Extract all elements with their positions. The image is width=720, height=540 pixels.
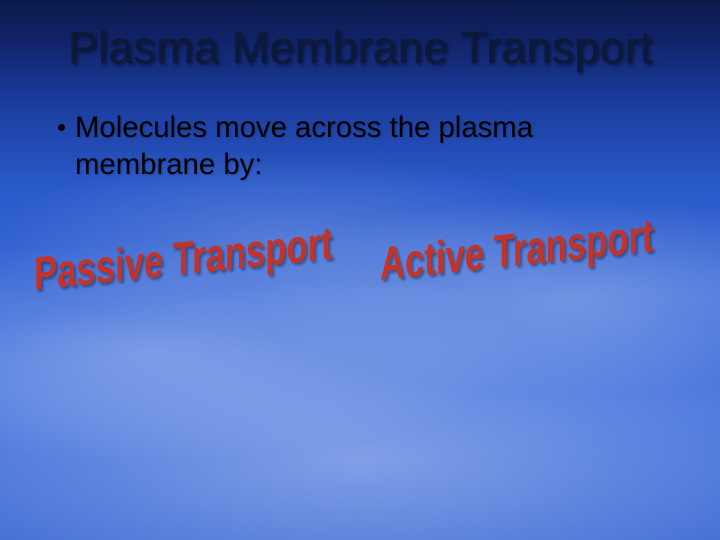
bullet-text: Molecules move across the plasma membran… [75,110,618,183]
wordart-active-transport: Active Transport [380,211,653,292]
bullet-item: Molecules move across the plasma membran… [58,110,618,183]
slide: Plasma Membrane Transport Molecules move… [0,0,720,540]
slide-title: Plasma Membrane Transport [0,22,720,74]
bullet-dot-icon [58,124,65,131]
wordart-passive-transport: Passive Transport [34,218,333,302]
